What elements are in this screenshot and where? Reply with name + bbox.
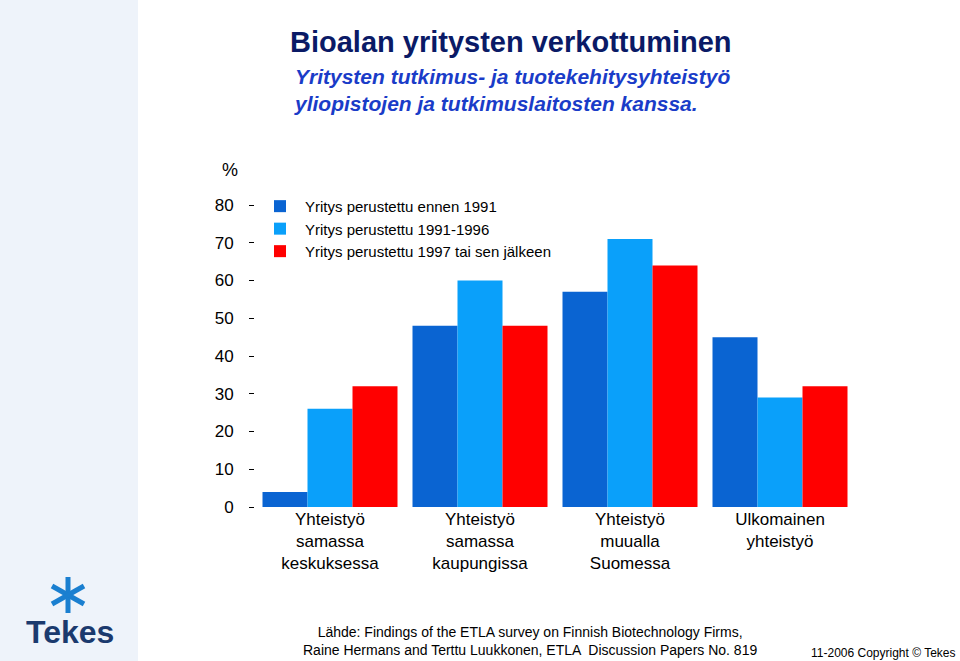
svg-text:Yhteistyösamassakaupungissa: Yhteistyösamassakaupungissa bbox=[432, 510, 528, 573]
svg-text:40: 40 bbox=[215, 347, 234, 366]
svg-text:%: % bbox=[222, 160, 238, 180]
svg-text:YhteistyömuuallaSuomessa: YhteistyömuuallaSuomessa bbox=[590, 510, 671, 573]
svg-text:0: 0 bbox=[224, 498, 233, 517]
svg-text:Tekes: Tekes bbox=[26, 614, 114, 650]
svg-text:Yhteistyösamassakeskuksessa: Yhteistyösamassakeskuksessa bbox=[281, 510, 379, 573]
svg-text:Lähde: Findings of the ETLA su: Lähde: Findings of the ETLA survey on Fi… bbox=[303, 624, 757, 658]
svg-text:30: 30 bbox=[215, 385, 234, 404]
svg-text:80: 80 bbox=[215, 196, 234, 215]
svg-text:Yritysten tutkimus- ja tuoteke: Yritysten tutkimus- ja tuotekehitysyhtei… bbox=[294, 65, 730, 115]
svg-text:20: 20 bbox=[215, 422, 234, 441]
svg-text:10: 10 bbox=[215, 460, 234, 479]
svg-text:Yritys perustettu 1997 tai sen: Yritys perustettu 1997 tai sen jälkeen bbox=[305, 243, 551, 260]
svg-text:Ulkomainenyhteistyö: Ulkomainenyhteistyö bbox=[735, 510, 825, 551]
svg-text:Yritys perustettu 1991-1996: Yritys perustettu 1991-1996 bbox=[305, 221, 489, 238]
svg-text:11-2006 Copyright © Tekes: 11-2006 Copyright © Tekes bbox=[811, 646, 955, 660]
svg-text:70: 70 bbox=[215, 234, 234, 253]
svg-text:Bioalan yritysten verkottumine: Bioalan yritysten verkottuminen bbox=[290, 26, 732, 58]
svg-text:60: 60 bbox=[215, 271, 234, 290]
svg-text:50: 50 bbox=[215, 309, 234, 328]
svg-text:Yritys perustettu ennen 1991: Yritys perustettu ennen 1991 bbox=[305, 198, 497, 215]
